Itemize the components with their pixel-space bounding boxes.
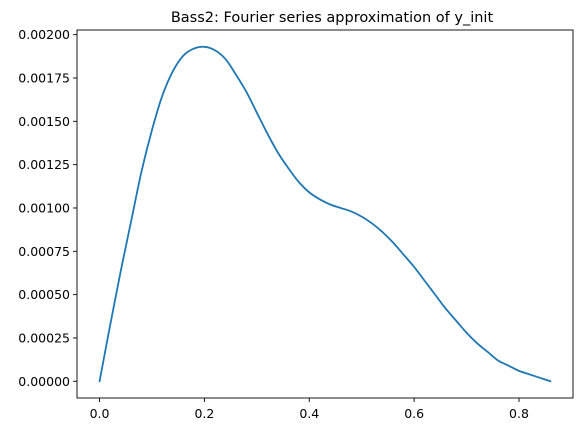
y-tick-label: 0.00075	[18, 244, 70, 259]
y-tick-label: 0.00150	[18, 114, 70, 129]
y-tick-label: 0.00100	[18, 200, 70, 215]
x-tick-label: 0.8	[509, 406, 529, 421]
x-tick-label: 0.2	[194, 406, 214, 421]
y-axis: 0.00000 0.00025 0.00050 0.00075 0.00100 0.001…	[18, 27, 77, 389]
x-tick-label: 0.0	[90, 406, 110, 421]
y-tick-label: 0.00000	[18, 374, 70, 389]
chart-title: Bass2: Fourier series approximation of y…	[171, 10, 494, 26]
y-tick-label: 0.00200	[18, 27, 70, 42]
x-tick-label: 0.6	[404, 406, 424, 421]
y-tick-label: 0.00050	[18, 287, 70, 302]
plot-area	[98, 45, 552, 383]
x-axis: 0.0 0.2 0.4 0.6 0.8	[90, 398, 529, 421]
series-line	[98, 45, 552, 383]
x-tick-label: 0.4	[299, 406, 319, 421]
y-tick-label: 0.00175	[18, 71, 70, 86]
y-tick-label: 0.00025	[18, 330, 70, 345]
axes-frame	[76, 29, 574, 399]
y-tick-label: 0.00125	[18, 157, 70, 172]
